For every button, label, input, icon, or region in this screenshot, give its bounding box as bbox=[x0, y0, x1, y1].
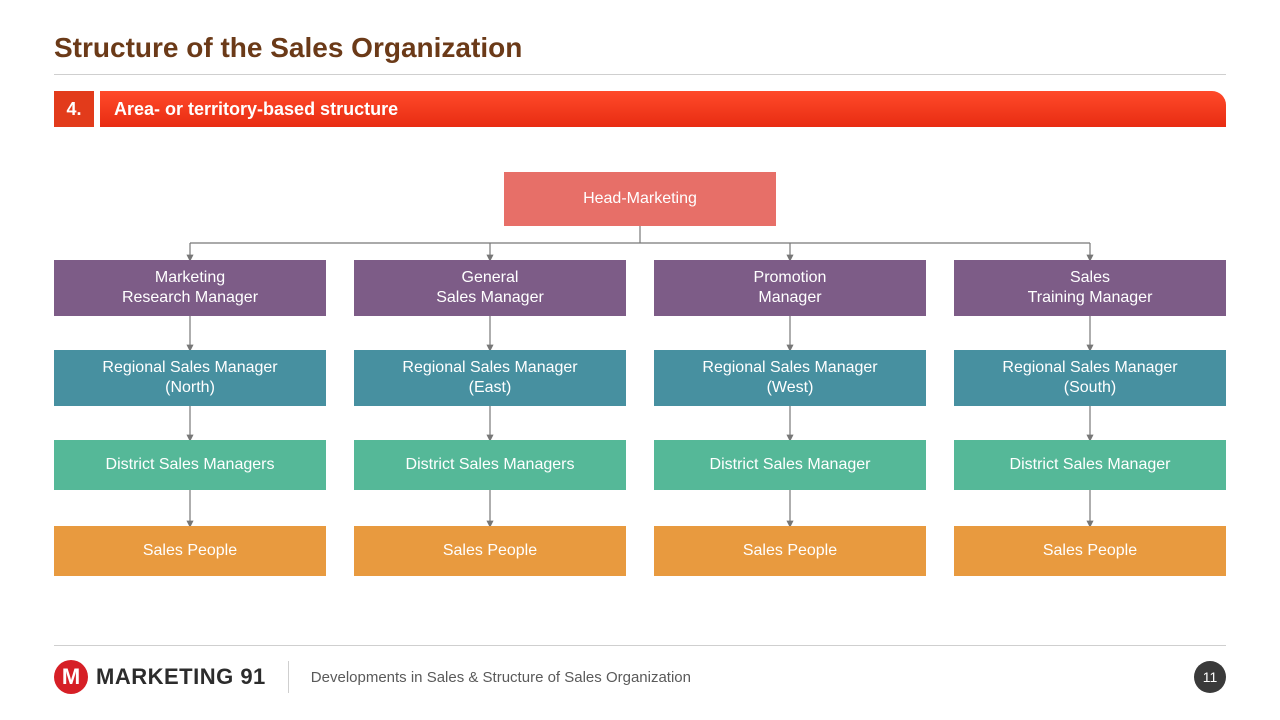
node-l2-2: Regional Sales Manager(West) bbox=[654, 350, 926, 406]
node-l4-1: Sales People bbox=[354, 526, 626, 576]
node-l4-2: Sales People bbox=[654, 526, 926, 576]
logo-text: MARKETING 91 bbox=[96, 664, 266, 690]
org-chart: Head-Marketing MarketingResearch Manager R… bbox=[54, 160, 1226, 620]
footer: M MARKETING 91 Developments in Sales & S… bbox=[54, 645, 1226, 694]
node-l2-1: Regional Sales Manager(East) bbox=[354, 350, 626, 406]
node-l3-2: District Sales Manager bbox=[654, 440, 926, 490]
node-l3-3: District Sales Manager bbox=[954, 440, 1226, 490]
node-root: Head-Marketing bbox=[504, 172, 776, 226]
banner-number: 4. bbox=[54, 91, 94, 127]
node-l4-3: Sales People bbox=[954, 526, 1226, 576]
node-l1-2: PromotionManager bbox=[654, 260, 926, 316]
node-l2-0: Regional Sales Manager(North) bbox=[54, 350, 326, 406]
banner-text: Area- or territory-based structure bbox=[100, 91, 1226, 127]
node-l1-3: SalesTraining Manager bbox=[954, 260, 1226, 316]
node-l1-0: MarketingResearch Manager bbox=[54, 260, 326, 316]
page-number: 11 bbox=[1194, 661, 1226, 693]
section-banner: 4. Area- or territory-based structure bbox=[54, 91, 1226, 127]
node-l4-0: Sales People bbox=[54, 526, 326, 576]
node-l3-0: District Sales Managers bbox=[54, 440, 326, 490]
footer-divider bbox=[288, 661, 289, 693]
node-l3-1: District Sales Managers bbox=[354, 440, 626, 490]
footer-caption: Developments in Sales & Structure of Sal… bbox=[311, 669, 691, 686]
node-l2-3: Regional Sales Manager(South) bbox=[954, 350, 1226, 406]
node-l1-1: GeneralSales Manager bbox=[354, 260, 626, 316]
logo: M MARKETING 91 bbox=[54, 660, 266, 694]
page-title: Structure of the Sales Organization bbox=[54, 32, 1226, 75]
logo-icon: M bbox=[54, 660, 88, 694]
